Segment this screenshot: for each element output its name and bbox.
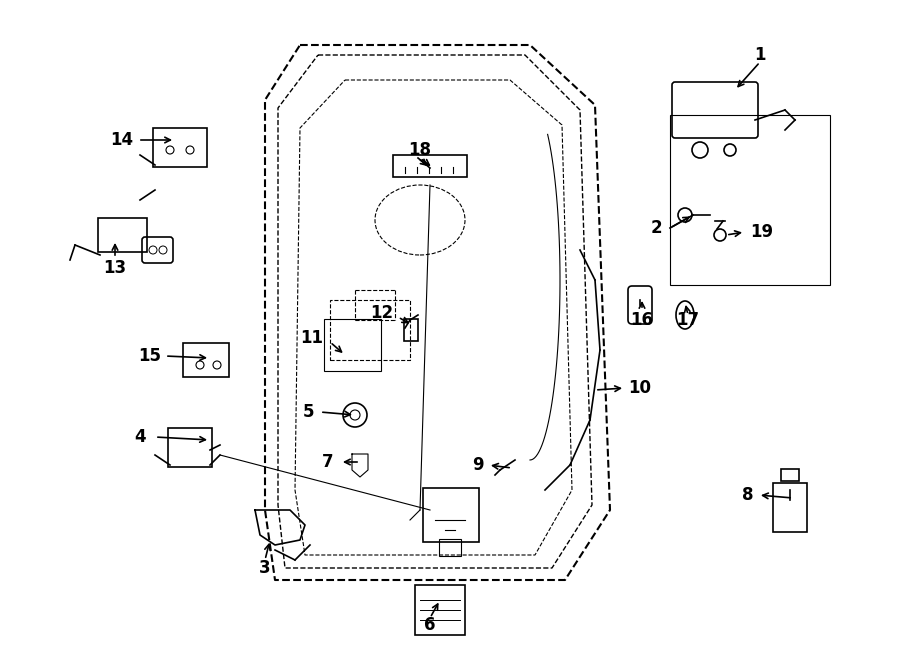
Text: 19: 19: [751, 223, 774, 241]
Text: 18: 18: [409, 141, 431, 159]
Text: 6: 6: [424, 616, 436, 634]
Text: 17: 17: [677, 311, 699, 329]
Text: 16: 16: [631, 311, 653, 329]
Text: 11: 11: [301, 329, 323, 347]
Text: 12: 12: [371, 304, 393, 322]
Text: 1: 1: [754, 46, 766, 64]
Text: 14: 14: [111, 131, 133, 149]
Text: 15: 15: [139, 347, 161, 365]
Text: 4: 4: [134, 428, 146, 446]
Text: 2: 2: [650, 219, 662, 237]
Text: 3: 3: [259, 559, 271, 577]
Text: 7: 7: [322, 453, 334, 471]
Text: 13: 13: [104, 259, 127, 277]
Text: 5: 5: [302, 403, 314, 421]
Text: 8: 8: [742, 486, 754, 504]
Text: 9: 9: [472, 456, 484, 474]
Text: 10: 10: [628, 379, 652, 397]
